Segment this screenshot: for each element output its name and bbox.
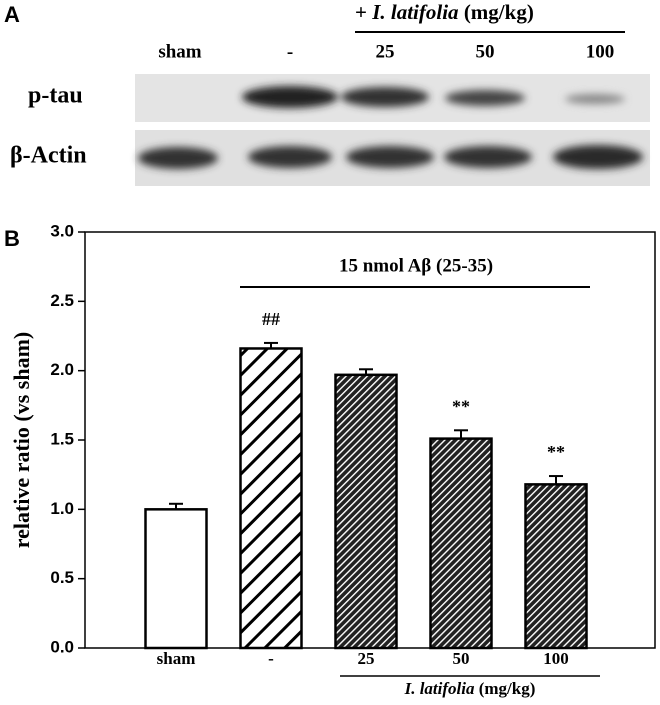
x-tick-label: sham bbox=[157, 649, 196, 668]
y-tick-label: 2.0 bbox=[50, 360, 74, 379]
significance-mark: ** bbox=[547, 442, 565, 462]
y-tick-label: 0.0 bbox=[50, 637, 74, 656]
y-tick-label: 1.5 bbox=[50, 429, 74, 448]
italic: I. latifolia bbox=[404, 679, 475, 698]
y-tick-label: 3.0 bbox=[50, 221, 74, 240]
lane-label: 100 bbox=[586, 41, 615, 62]
panel-label: A bbox=[4, 2, 20, 27]
lane-label: 25 bbox=[376, 41, 395, 62]
bar bbox=[144, 508, 208, 650]
lane-label: sham bbox=[158, 41, 201, 62]
row-label: p-tau bbox=[28, 83, 83, 109]
panel-label: B bbox=[4, 226, 20, 251]
y-tick-label: 2.5 bbox=[50, 291, 74, 310]
bar bbox=[524, 483, 588, 650]
bands bbox=[138, 86, 643, 169]
lane-label: 50 bbox=[476, 41, 495, 62]
treatment-header: + I. latifolia (mg/kg) bbox=[355, 0, 534, 24]
x-tick-label: 50 bbox=[453, 649, 470, 668]
lane-labels: sham - 25 50 100 bbox=[158, 41, 614, 62]
unit: (mg/kg) bbox=[464, 0, 534, 24]
x-tick-label: - bbox=[268, 649, 274, 668]
bar bbox=[429, 437, 493, 650]
x-tick-label: 100 bbox=[543, 649, 569, 668]
bar bbox=[239, 347, 303, 650]
y-tick-label: 1.0 bbox=[50, 499, 74, 518]
row-label: β-Actin bbox=[10, 143, 87, 169]
x-tick-label: 25 bbox=[358, 649, 375, 668]
group-label: I. latifolia (mg/kg) bbox=[404, 679, 536, 698]
significance-mark: ## bbox=[262, 309, 280, 329]
lane-label: - bbox=[287, 41, 293, 62]
significance-mark: ** bbox=[452, 396, 470, 416]
treatment-label: 15 nmol Aβ (25-35) bbox=[339, 255, 493, 276]
prefix: + bbox=[355, 0, 367, 24]
bar bbox=[334, 373, 398, 650]
italic: I. latifolia bbox=[371, 0, 458, 24]
y-tick-label: 0.5 bbox=[50, 568, 74, 587]
y-axis-label: relative ratio (vs sham) bbox=[9, 332, 34, 549]
unit: (mg/kg) bbox=[479, 679, 536, 698]
